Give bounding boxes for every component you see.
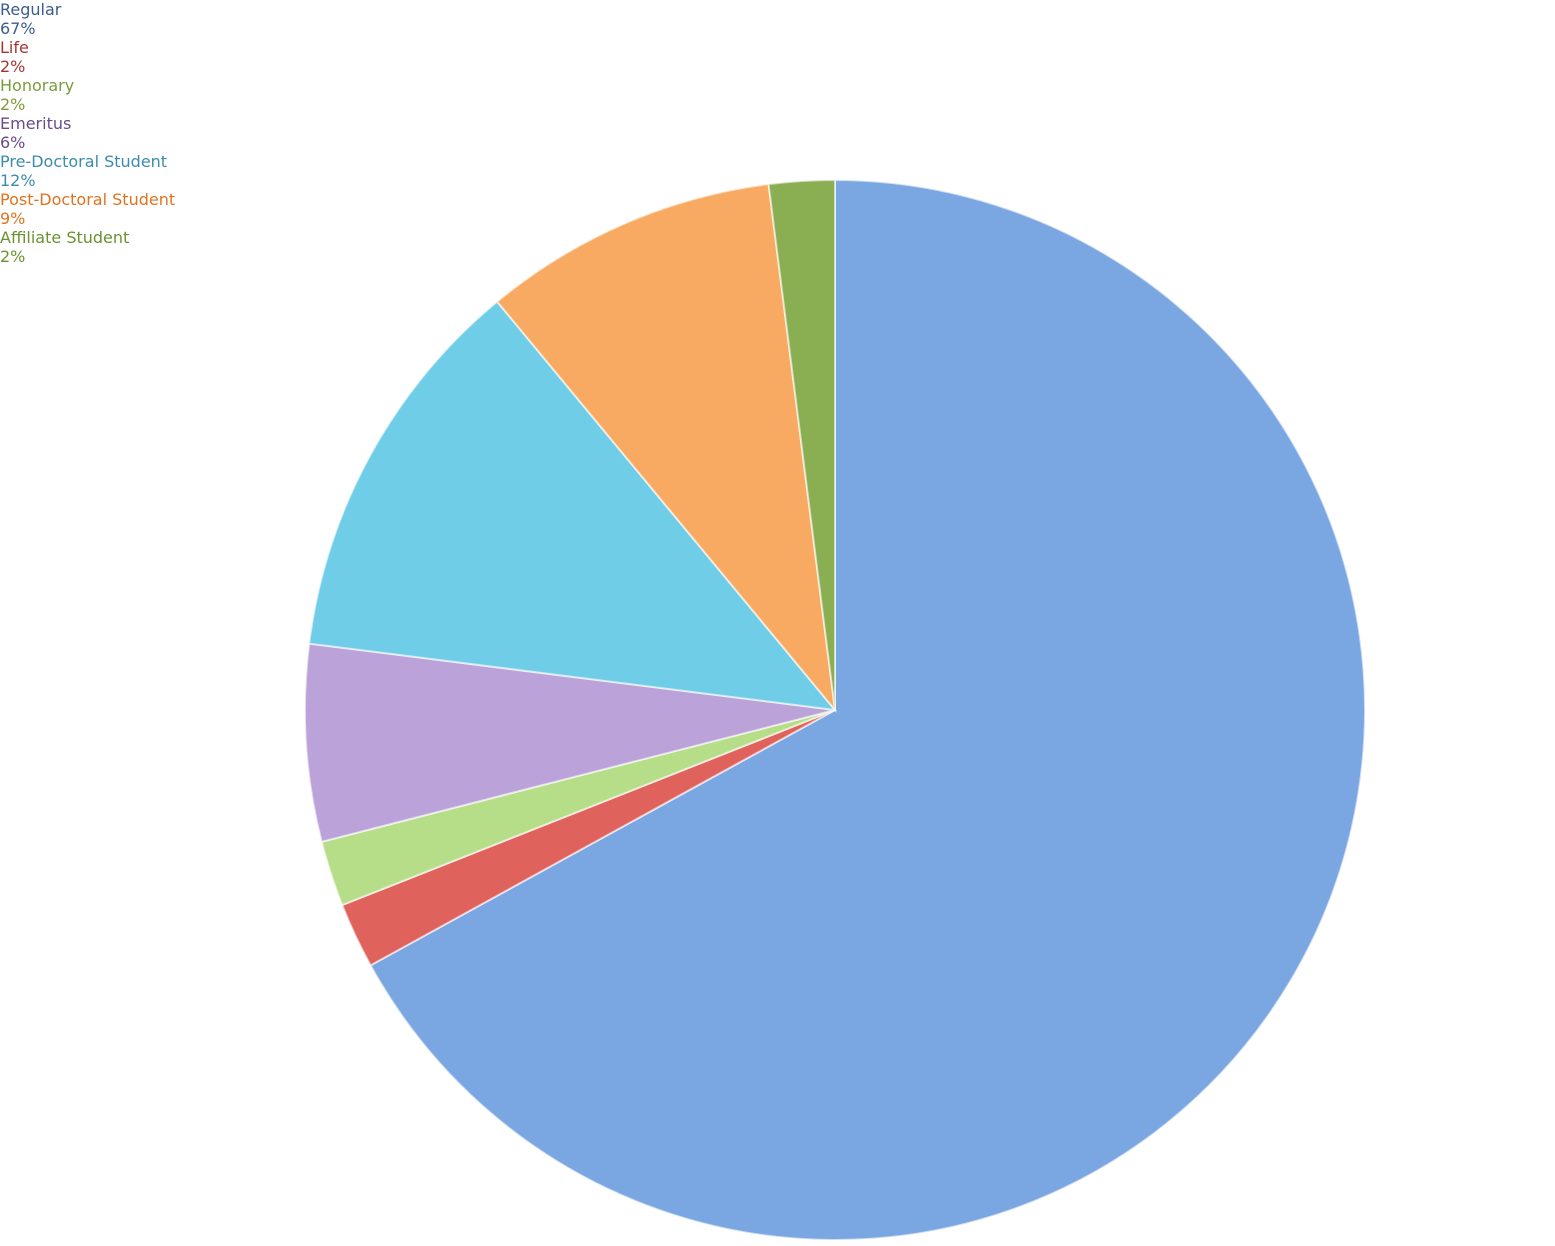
value-label: 2% bbox=[0, 247, 26, 266]
slice-label: Emeritus 6% bbox=[0, 114, 260, 152]
category-label: Affiliate Student bbox=[0, 228, 130, 247]
category-label: Emeritus bbox=[0, 114, 72, 133]
category-label: Post-Doctoral Student bbox=[0, 190, 176, 209]
pie-slice bbox=[304, 642, 836, 844]
value-label: 2% bbox=[0, 95, 26, 114]
value-label: 9% bbox=[0, 209, 26, 228]
slice-label: Post-Doctoral Student 9% bbox=[0, 190, 320, 228]
category-label: Pre-Doctoral Student bbox=[0, 152, 168, 171]
category-label: Regular bbox=[0, 0, 62, 19]
slice-label: Honorary 2% bbox=[0, 76, 260, 114]
value-label: 2% bbox=[0, 57, 26, 76]
pie-slice bbox=[767, 178, 836, 711]
pie-slice bbox=[495, 183, 837, 714]
slice-label: Regular 67% bbox=[0, 0, 320, 38]
slice-label: Affiliate Student 2% bbox=[0, 228, 200, 266]
category-label: Honorary bbox=[0, 76, 75, 95]
pie-slice bbox=[369, 178, 1366, 1241]
value-label: 67% bbox=[0, 19, 36, 38]
value-label: 6% bbox=[0, 133, 26, 152]
slice-label: Life 2% bbox=[0, 38, 200, 76]
pie-slice bbox=[308, 300, 838, 712]
value-label: 12% bbox=[0, 171, 36, 190]
category-label: Life bbox=[0, 38, 29, 57]
slice-label: Pre-Doctoral Student 12% bbox=[0, 152, 300, 190]
